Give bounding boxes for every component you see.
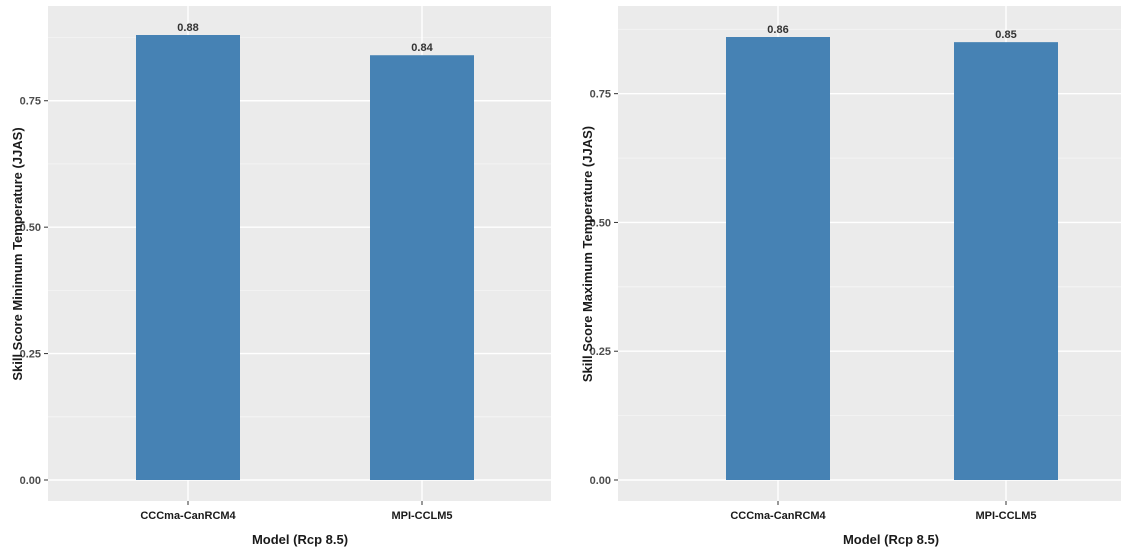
x-axis-ticks: CCCma-CanRCM4 MPI-CCLM5: [730, 501, 1037, 522]
chart-min-temperature: 0.88 0.84 0.00 0.25 0.50 0.75 CCCma-CanRCM4 M…: [10, 6, 551, 547]
x-tick-label: MPI-CCLM5: [975, 510, 1036, 522]
x-axis-title: Model (Rcp 8.5): [252, 532, 348, 547]
y-tick-label: 0.75: [590, 89, 611, 101]
chart-max-temperature: 0.86 0.85 0.00 0.25 0.50 0.75 CCCma-CanRCM4 M…: [580, 6, 1121, 547]
value-labels: 0.86 0.85: [767, 24, 1016, 41]
value-labels: 0.88 0.84: [177, 22, 433, 54]
value-label: 0.88: [177, 22, 198, 34]
y-tick-label: 0.75: [20, 96, 41, 108]
bar-mpi-cclm5: [954, 42, 1058, 481]
bars: [136, 35, 474, 481]
y-tick-label: 0.50: [590, 217, 611, 229]
y-tick-label: 0.25: [20, 349, 41, 361]
plot-panel: [48, 6, 551, 501]
x-axis-ticks: CCCma-CanRCM4 MPI-CCLM5: [140, 501, 453, 522]
x-tick-label: CCCma-CanRCM4: [730, 510, 826, 522]
y-tick-label: 0.00: [590, 475, 611, 487]
x-axis-title: Model (Rcp 8.5): [843, 532, 939, 547]
bar-cccma-canrcm4: [726, 37, 830, 480]
value-label: 0.85: [995, 29, 1016, 41]
x-tick-label: CCCma-CanRCM4: [140, 510, 236, 522]
value-label: 0.84: [411, 42, 433, 54]
bar-mpi-cclm5: [370, 55, 474, 481]
y-tick-label: 0.00: [20, 475, 41, 487]
y-axis-title: Skill Score Maximum Temperature (JJAS): [580, 126, 595, 382]
y-axis-ticks: 0.00 0.25 0.50 0.75: [590, 89, 618, 487]
y-axis-ticks: 0.00 0.25 0.50 0.75: [20, 96, 48, 487]
bars: [726, 37, 1058, 481]
bar-cccma-canrcm4: [136, 35, 240, 480]
y-axis-title: Skill Score Minimum Temperature (JJAS): [10, 127, 25, 380]
value-label: 0.86: [767, 24, 788, 36]
y-tick-label: 0.25: [590, 346, 611, 358]
y-tick-label: 0.50: [20, 222, 41, 234]
x-tick-label: MPI-CCLM5: [391, 510, 452, 522]
